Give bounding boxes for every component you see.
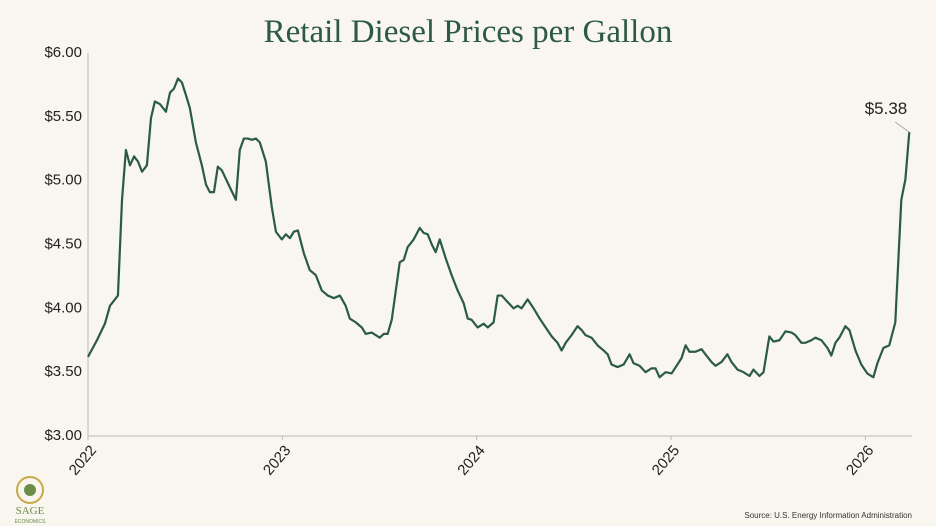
logo-icon — [24, 484, 36, 496]
y-tick-label: $3.00 — [44, 427, 82, 444]
logo-subtitle: ECONOMICS — [15, 519, 47, 525]
y-tick-label: $3.50 — [44, 363, 82, 380]
logo-icon — [16, 476, 44, 504]
price-line — [87, 77, 911, 379]
y-tick-label: $5.50 — [44, 108, 82, 125]
y-tick-label: $6.00 — [44, 44, 82, 61]
logo: SAGE ECONOMICS — [15, 476, 47, 525]
source-note: Source: U.S. Energy Information Administ… — [744, 511, 912, 520]
annotation-leader — [894, 121, 910, 133]
logo-name: SAGE — [16, 505, 45, 517]
y-tick-label: $4.50 — [44, 235, 82, 252]
chart-title: Retail Diesel Prices per Gallon — [264, 14, 673, 50]
annotation: $5.38 — [865, 99, 908, 118]
y-tick-label: $5.00 — [44, 172, 82, 189]
y-tick-label: $4.00 — [44, 299, 82, 316]
